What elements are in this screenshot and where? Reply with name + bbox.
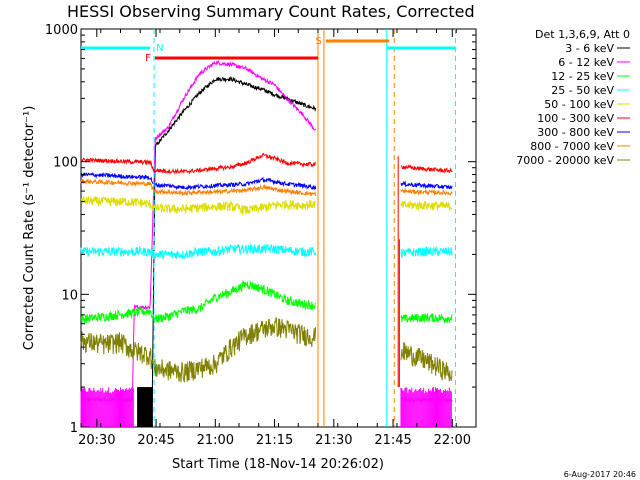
x-tick-label: 20:30 xyxy=(78,433,115,448)
series-line xyxy=(400,396,453,404)
series-line xyxy=(80,279,317,324)
state-bar-label: N xyxy=(156,43,163,54)
series-line xyxy=(400,164,453,174)
y-tick-label: 100 xyxy=(53,156,78,171)
series-line xyxy=(141,75,317,411)
series-line xyxy=(80,178,317,197)
magenta-block xyxy=(400,387,452,427)
y-tick-label: 10 xyxy=(61,288,78,303)
legend-label: 100 - 300 keV xyxy=(537,112,614,125)
state-bars: F S N xyxy=(81,36,456,64)
state-bar-label: F xyxy=(145,53,151,64)
magenta-block xyxy=(80,387,134,427)
x-tick-label: 21:45 xyxy=(374,433,411,448)
date-stamp: 6-Aug-2017 20:46 xyxy=(564,470,636,479)
x-tick-label: 21:15 xyxy=(256,433,293,448)
black-block xyxy=(137,387,153,427)
series-line xyxy=(80,195,317,216)
axes-ticks: 20:30 20:45 21:00 21:15 21:30 21:45 22:00 1 10 10… xyxy=(45,23,477,448)
state-bar-label: S xyxy=(316,36,322,47)
chart-title: HESSI Observing Summary Count Rates, Cor… xyxy=(67,2,475,21)
x-tick-label: 21:00 xyxy=(197,433,234,448)
series-line xyxy=(80,317,317,383)
legend-label: 800 - 7000 keV xyxy=(530,140,614,153)
x-axis-label: Start Time (18-Nov-14 20:26:02) xyxy=(172,457,384,472)
legend-label: 300 - 800 keV xyxy=(537,126,614,139)
legend-label: 3 - 6 keV xyxy=(565,42,614,55)
y-tick-label: 1 xyxy=(70,421,78,436)
series-line xyxy=(80,152,316,175)
series-line xyxy=(400,341,453,382)
legend-title: Det 1,3,6,9, Att 0 xyxy=(535,28,630,41)
series-line xyxy=(80,243,317,260)
series-line xyxy=(400,200,453,212)
series-line xyxy=(400,187,453,197)
legend-label: 25 - 50 keV xyxy=(551,84,614,97)
state-lines xyxy=(153,29,456,427)
series-line xyxy=(80,172,317,191)
x-tick-label: 20:45 xyxy=(137,433,174,448)
legend-label: 12 - 25 keV xyxy=(551,70,614,83)
series-line xyxy=(400,180,453,190)
series-line xyxy=(400,245,453,258)
y-axis-label: Corrected Count Rate (s⁻¹ detector⁻¹) xyxy=(22,106,37,351)
series-line xyxy=(400,313,453,324)
legend-label: 50 - 100 keV xyxy=(544,98,614,111)
x-tick-label: 22:00 xyxy=(434,433,471,448)
series-line xyxy=(80,59,317,404)
y-tick-label: 1000 xyxy=(45,23,78,38)
legend-label: 6 - 12 keV xyxy=(558,56,614,69)
series-lines xyxy=(80,59,453,411)
legend-label: 7000 - 20000 keV xyxy=(516,154,614,167)
x-tick-label: 21:30 xyxy=(315,433,352,448)
filled-blocks xyxy=(80,387,452,427)
